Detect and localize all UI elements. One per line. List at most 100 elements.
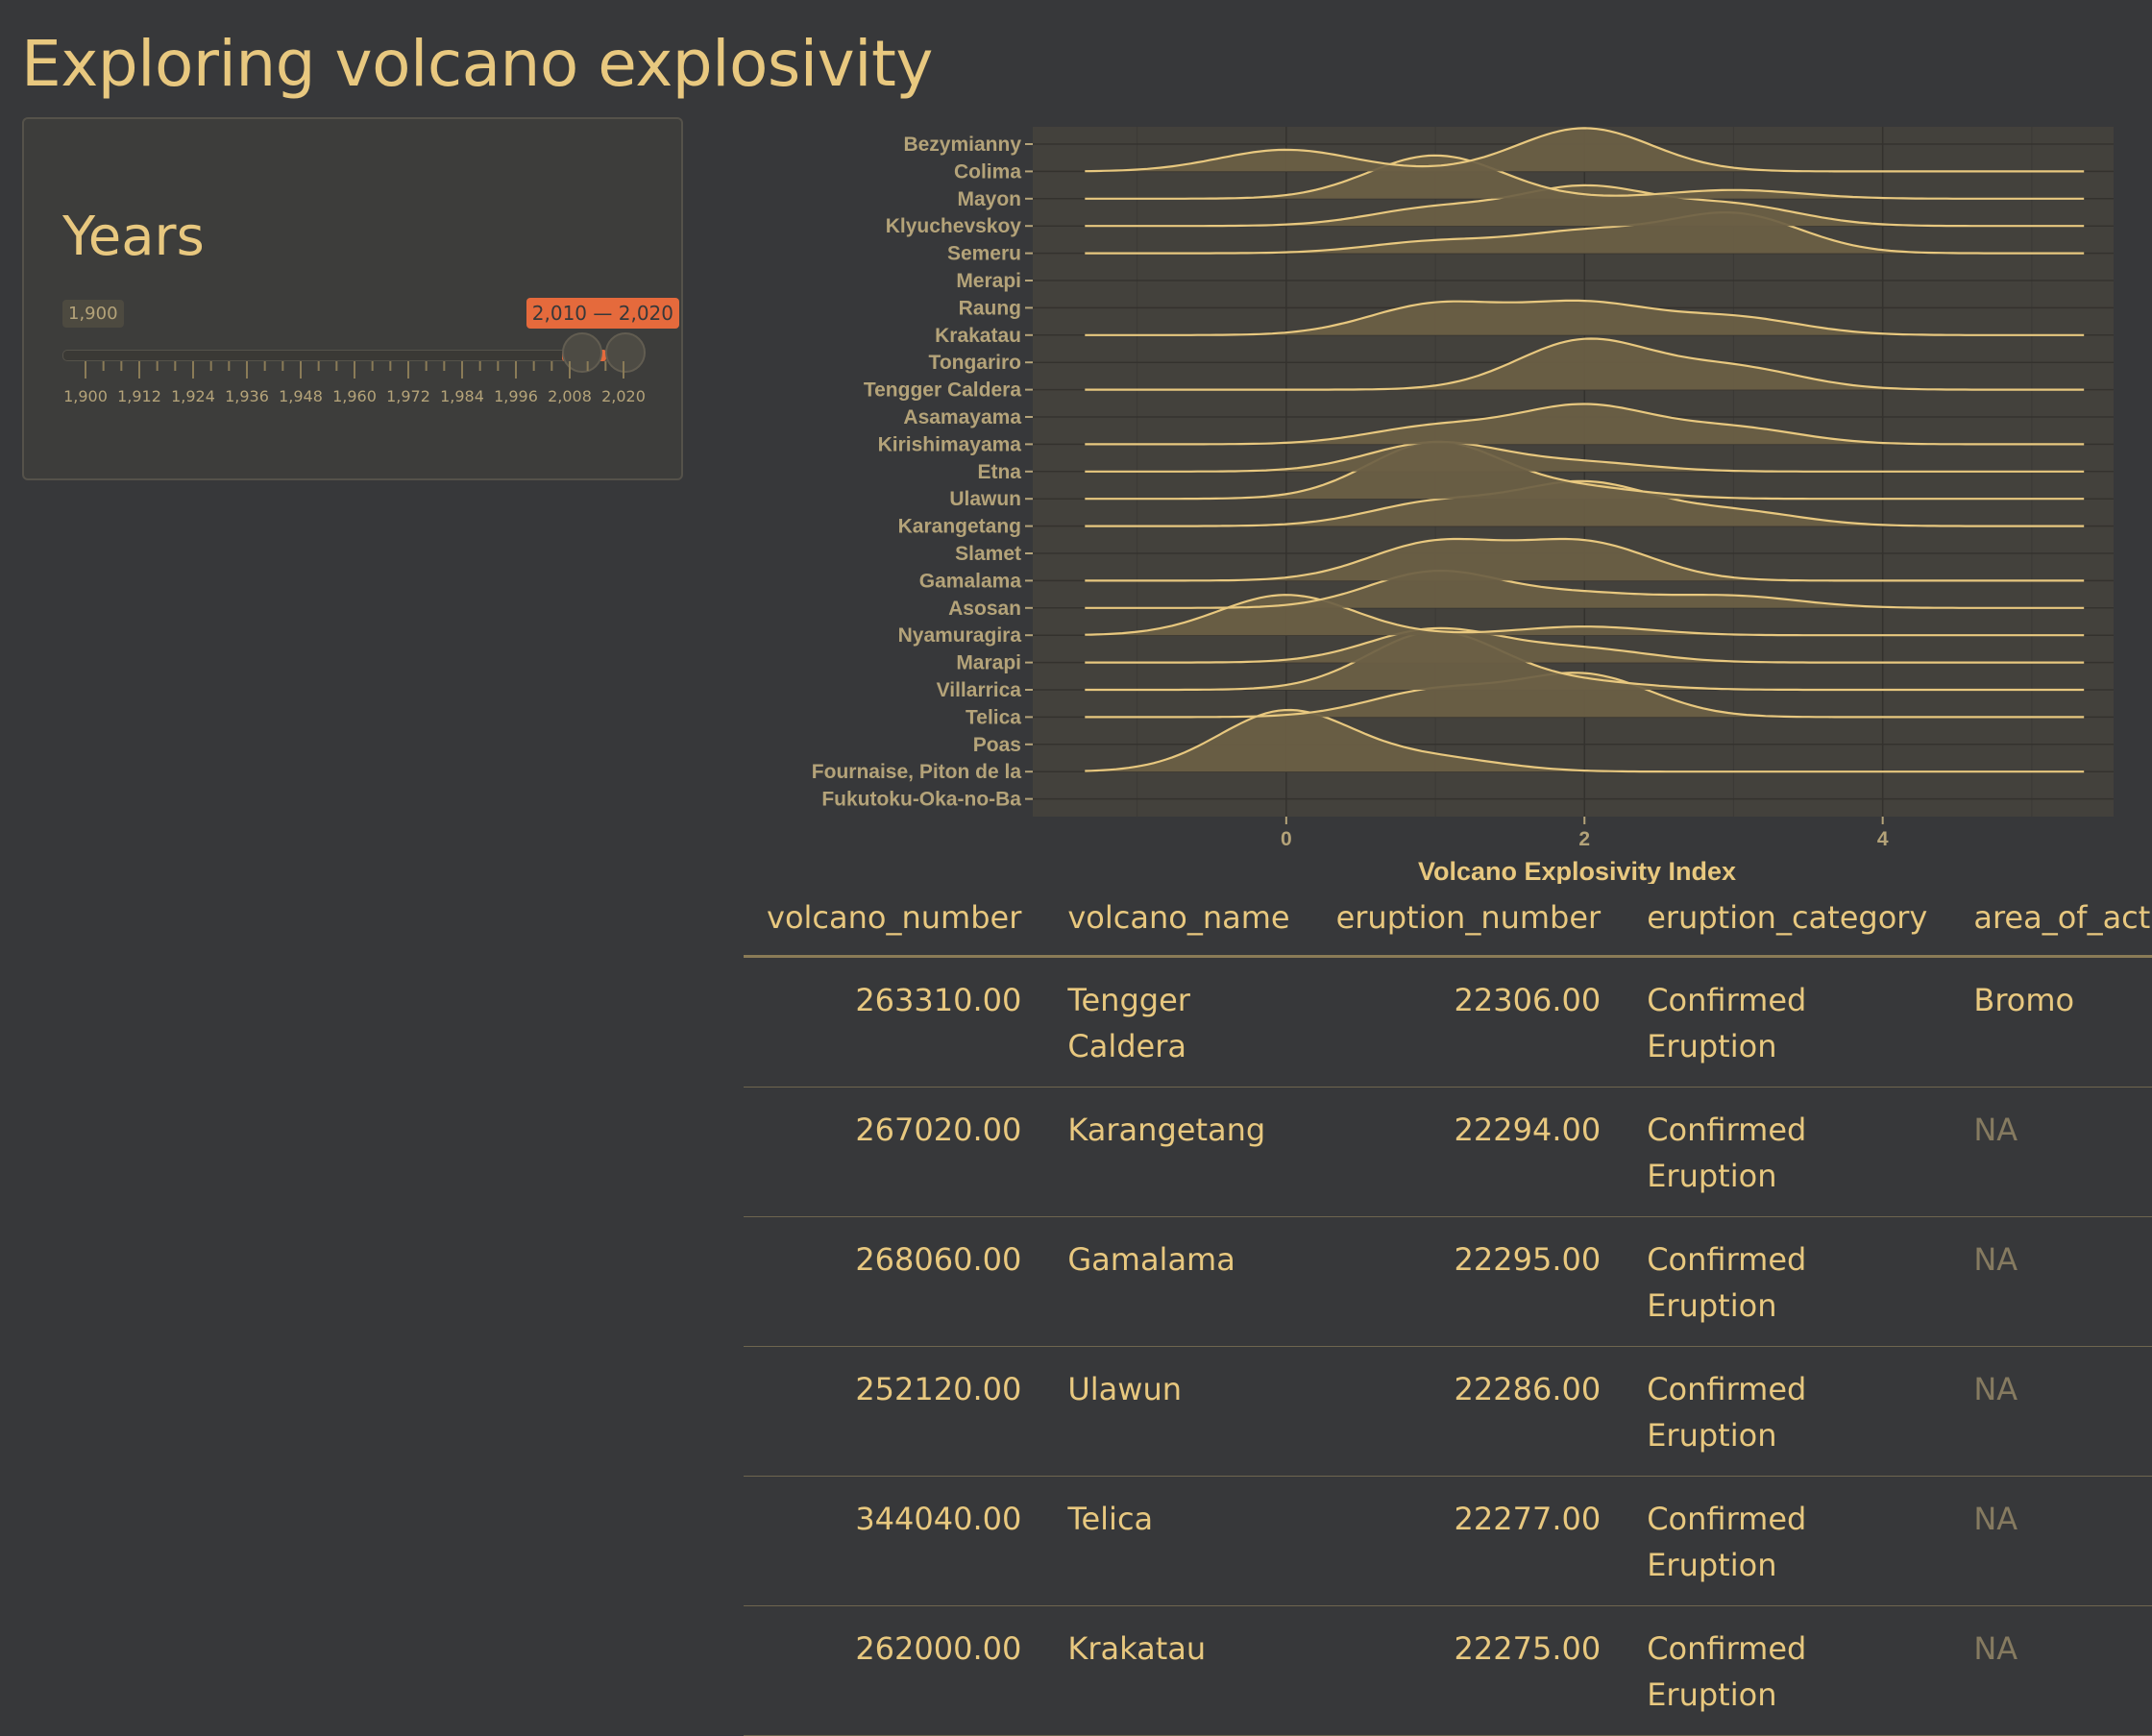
cell-volcano-number: 344040.00 [744,1476,1045,1606]
ridge-area [1085,441,2085,500]
column-header-eruption-category[interactable]: eruption_category [1624,882,1951,958]
y-tick-label: Etna [977,461,1021,483]
ridge-area [1085,212,2085,254]
ridgeline-chart: Bezymianny Colima Mayon Klyuchevskoy Semeru M… [812,127,2114,884]
cell-eruption-number: 22286.00 [1312,1346,1625,1477]
cell-area-of-activity: NA [1950,1346,2152,1477]
ridge-line [1085,299,2085,336]
ridge-area [1085,710,2085,772]
ridge-line [1085,626,2085,664]
y-tick-label: Semeru [947,243,1021,265]
ridge-line [1085,708,2085,773]
y-tick-label: Asamayama [903,406,1021,428]
cell-eruption-category: Confirmed Eruption [1624,1087,1951,1217]
ridge-area [1085,403,2085,445]
cell-eruption-category: Confirmed Eruption [1624,1605,1951,1736]
ridge-area [1085,672,2085,718]
ridge-area [1085,155,2085,199]
column-header-volcano-name[interactable]: volcano_name [1044,882,1313,958]
slider-tick-label: 2,020 [601,387,646,405]
page-title: Exploring volcano explosivity [21,27,933,101]
ridge-line [1085,337,2085,391]
x-tick-label: 4 [1877,828,1889,850]
cell-eruption-number: 22294.00 [1312,1087,1625,1217]
ridge-area [1085,128,2085,172]
cell-volcano-number: 262000.00 [744,1605,1045,1736]
sidebar-panel: Years 1,900 2,010 — 2,020 1,900 1,912 1,92… [22,117,683,480]
slider-tick-label: 1,912 [117,387,161,405]
table-row: 268060.00 Gamalama 22295.00 Confirmed Erupti… [744,1216,2152,1347]
column-header-eruption-number[interactable]: eruption_number [1312,882,1625,958]
column-header-volcano-number[interactable]: volcano_number [744,882,1045,958]
y-tick-label: Tongariro [929,352,1021,374]
y-tick-label: Fournaise, Piton de la [812,761,1022,783]
ridge-line [1085,672,2085,719]
ridge-line [1085,154,2085,200]
ridge-area [1085,338,2085,390]
table-row: 263310.00 Tengger Caldera 22306.00 Confirmed… [744,956,2152,1088]
y-tick-label: Mayon [957,188,1021,210]
years-label: Years [62,206,205,268]
y-tick-label: Nyamuragira [898,624,1022,647]
ridge-area [1085,300,2085,335]
year-slider-handle-from[interactable] [562,332,602,373]
cell-volcano-name: Ulawun [1044,1346,1313,1477]
cell-volcano-name: Karangetang [1044,1087,1313,1217]
slider-min-label: 1,900 [62,300,124,328]
table-header-row: volcano_number volcano_name eruption_numbe… [744,882,2152,958]
ridge-line [1085,440,2085,501]
y-tick-label: Telica [966,706,1021,728]
cell-area-of-activity: NA [1950,1216,2152,1347]
y-tick-label: Slamet [955,543,1021,565]
x-tick-label: 0 [1281,828,1292,850]
y-tick-label: Bezymianny [903,134,1021,156]
slider-tick-label: 1,924 [171,387,215,405]
cell-area-of-activity: NA [1950,1476,2152,1606]
y-tick-label: Poas [973,734,1021,756]
cell-area-of-activity: Bromo [1950,956,2152,1088]
eruptions-table: volcano_number volcano_name eruption_numbe… [744,882,2152,1736]
cell-volcano-number: 252120.00 [744,1346,1045,1477]
cell-eruption-category: Confirmed Eruption [1624,1216,1951,1347]
ridge-area [1085,539,2085,581]
y-tick-label: Karangetang [898,516,1021,538]
table-row: 267020.00 Karangetang 22294.00 Confirmed Eru… [744,1087,2152,1217]
x-tick-label: 2 [1578,828,1590,850]
y-tick-label: Gamalama [919,570,1022,592]
ridge-area [1085,184,2085,227]
ridge-line [1085,569,2085,609]
year-slider-handle-to[interactable] [605,332,646,373]
slider-tick-label: 1,900 [63,387,108,405]
column-header-area-of-activity[interactable]: area_of_activity [1950,882,2152,958]
cell-area-of-activity: NA [1950,1605,2152,1736]
ridge-line [1085,479,2085,527]
y-tick-label: Raung [959,297,1021,319]
y-tick-label: Kirishimayama [878,433,1022,455]
cell-volcano-number: 267020.00 [744,1087,1045,1217]
ridge-line [1085,127,2085,173]
y-tick-label: Ulawun [949,488,1021,510]
cell-eruption-category: Confirmed Eruption [1624,956,1951,1088]
ridge-line [1085,630,2085,692]
y-tick-label: Villarrica [937,679,1022,701]
cell-eruption-number: 22295.00 [1312,1216,1625,1347]
slider-tick-label: 1,960 [332,387,377,405]
ridge-line [1085,594,2085,637]
ridge-line [1085,403,2085,446]
ridge-area [1085,480,2085,526]
cell-volcano-number: 263310.00 [744,956,1045,1088]
slider-tick-label: 1,996 [494,387,538,405]
slider-tick-label: 1,936 [225,387,269,405]
y-tick-label: Colima [954,160,1021,183]
cell-volcano-name: Tengger Caldera [1044,956,1313,1088]
ridge-area [1085,571,2085,608]
cell-eruption-number: 22306.00 [1312,956,1625,1088]
ridge-area [1085,631,2085,690]
y-tick-label: Tengger Caldera [864,379,1021,402]
cell-volcano-name: Gamalama [1044,1216,1313,1347]
table-row: 252120.00 Ulawun 22286.00 Confirmed Eruption… [744,1346,2152,1477]
ridge-area [1085,442,2085,472]
slider-tick-label: 2,008 [548,387,592,405]
slider-range-label: 2,010 — 2,020 [526,298,679,329]
cell-volcano-number: 268060.00 [744,1216,1045,1347]
